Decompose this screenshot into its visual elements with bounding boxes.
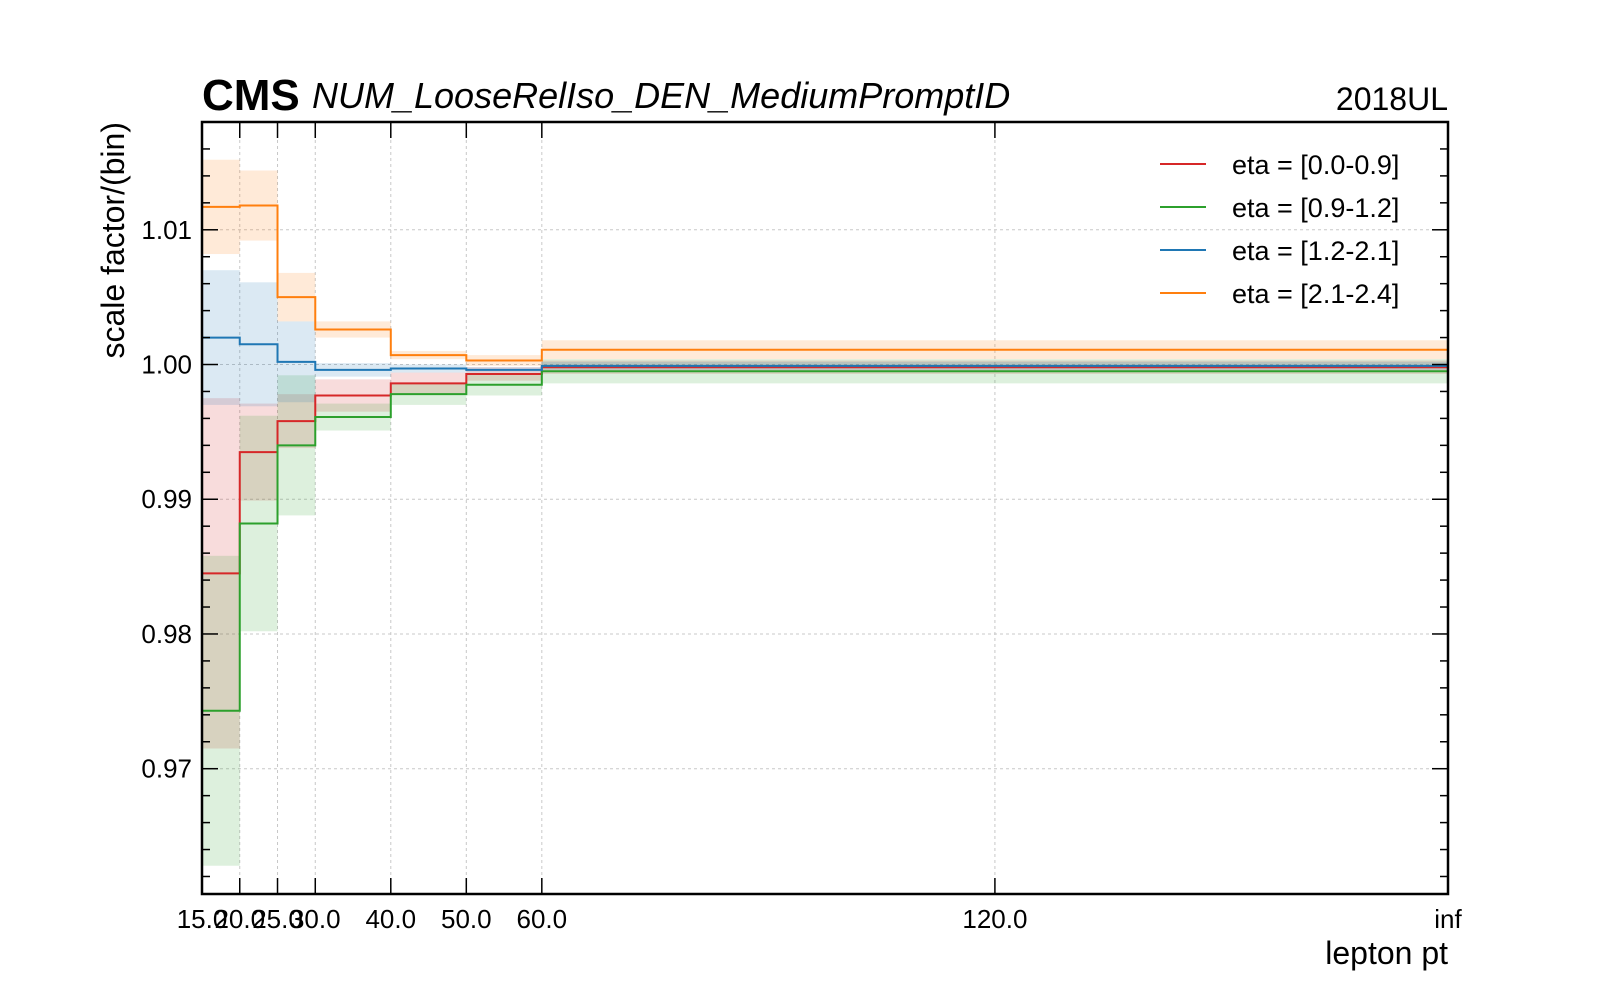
x-tick-label: 15.0 — [177, 904, 228, 934]
x-tick-label: 25.0 — [252, 904, 303, 934]
y-tick-label: 0.98 — [141, 619, 192, 649]
series-line-3 — [202, 204, 1448, 362]
legend-entry-2: eta = [1.2-2.1] — [1232, 236, 1399, 266]
x-axis-title: lepton pt — [1325, 935, 1448, 971]
lumi-label: 2018UL — [1336, 81, 1448, 117]
series-line-2 — [202, 336, 1448, 371]
plot-frame — [200, 120, 1450, 896]
series-lines — [202, 204, 1448, 712]
x-tick-label: 40.0 — [365, 904, 416, 934]
legend: eta = [0.0-0.9] eta = [0.9-1.2] eta = [1.2… — [1160, 150, 1399, 309]
x-tick-label: 30.0 — [290, 904, 341, 934]
experiment-label: NUM_LooseRelIso_DEN_MediumPromptID — [312, 75, 1010, 116]
y-tick-label: 0.97 — [141, 754, 192, 784]
legend-entry-3: eta = [2.1-2.4] — [1232, 279, 1399, 309]
cms-logo: CMS — [202, 71, 300, 120]
legend-entry-1: eta = [0.9-1.2] — [1232, 193, 1399, 223]
x-tick-label: 120.0 — [962, 904, 1027, 934]
y-tick-label: 1.00 — [141, 350, 192, 380]
x-tick-label: inf — [1434, 904, 1462, 934]
x-tick-label: 20.0 — [214, 904, 265, 934]
x-tick-label: 50.0 — [441, 904, 492, 934]
y-tick-label: 1.01 — [141, 215, 192, 245]
legend-entry-0: eta = [0.0-0.9] — [1232, 150, 1399, 180]
series-line-1 — [202, 370, 1448, 712]
y-axis-title: scale factor/(bin) — [95, 122, 131, 359]
x-tick-label: 60.0 — [517, 904, 568, 934]
tick-labels: 0.97 0.98 0.99 1.00 1.01 15.020.025.030.0 40.0… — [141, 215, 1462, 934]
y-tick-label: 0.99 — [141, 484, 192, 514]
